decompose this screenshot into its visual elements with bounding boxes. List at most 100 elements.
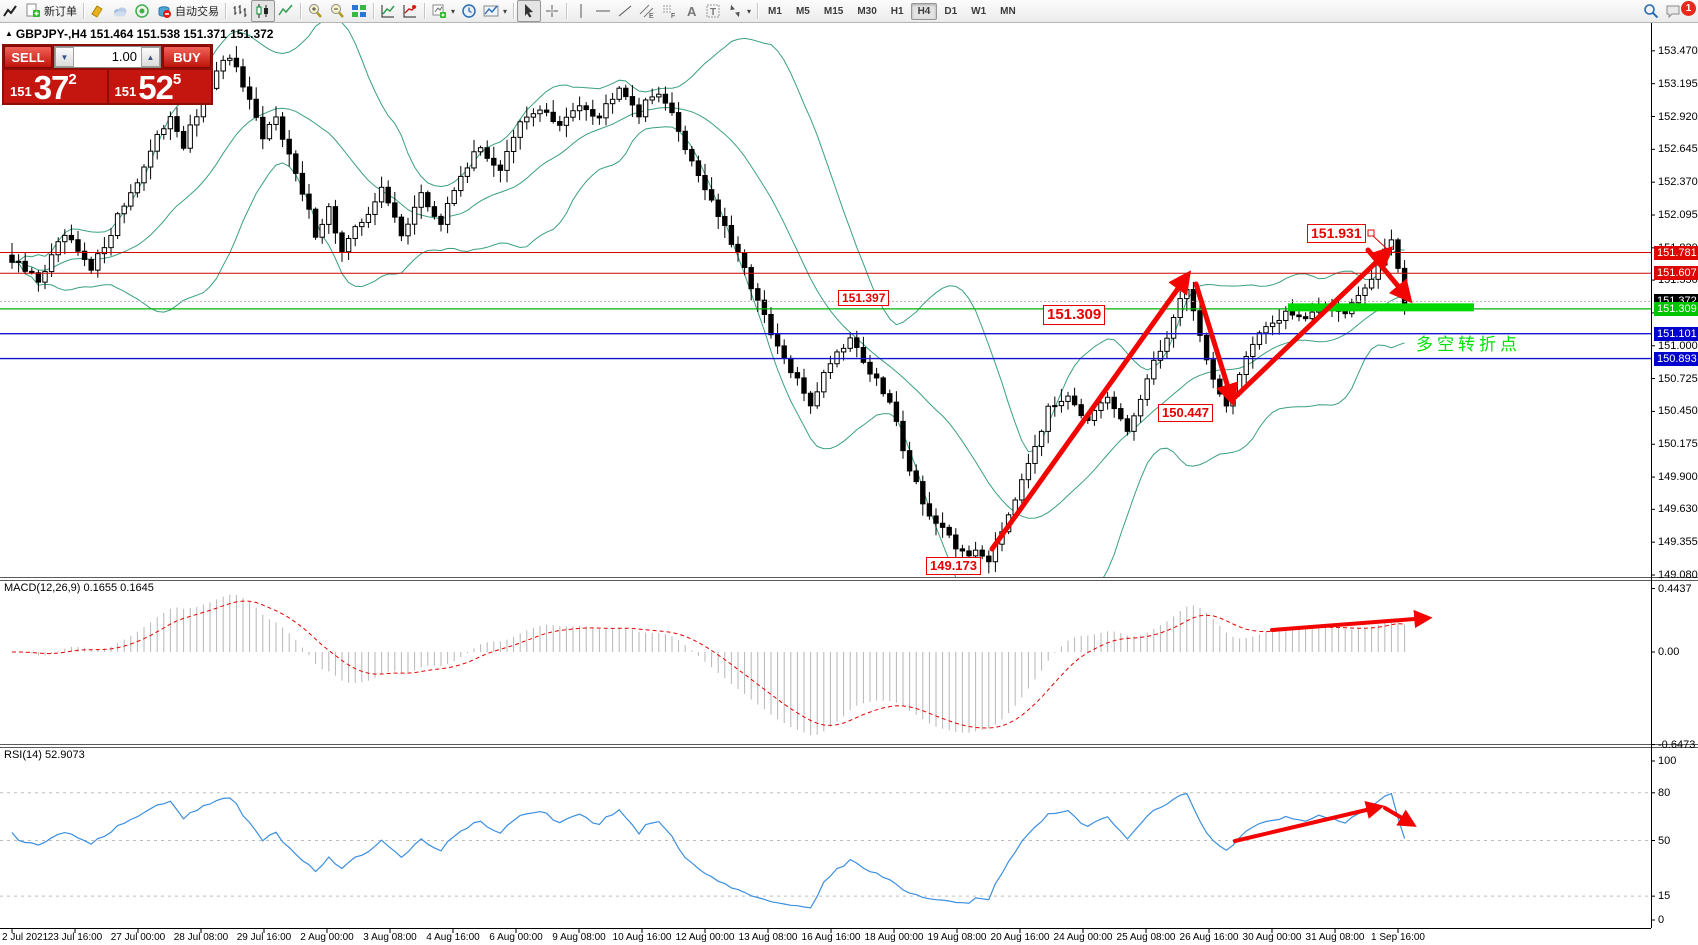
volume-decrease-button[interactable]: ▼ <box>55 47 74 67</box>
price-axis-tick: 149.900 <box>1658 471 1698 484</box>
timeframe-button-m1[interactable]: M1 <box>768 5 782 17</box>
date-label: 30 Aug 00:00 <box>1242 932 1302 943</box>
timeframe-button-w1[interactable]: W1 <box>971 5 987 17</box>
svg-text:F: F <box>671 13 675 19</box>
timeframe-bar: M1 M5 M15 M30 H1 H4 D1 W1 MN <box>761 2 1023 20</box>
timeframe-button-h1[interactable]: H1 <box>890 5 904 17</box>
date-label: 23 Jul 16:00 <box>47 932 103 943</box>
svg-text:E: E <box>649 13 654 19</box>
text-tool-button[interactable]: A <box>680 1 702 21</box>
pivot-point-text[interactable]: 多空转折点 <box>1416 335 1521 354</box>
sell-price-base: 151 <box>10 84 32 99</box>
toolbar-separator <box>424 3 425 19</box>
annotation-swing-high[interactable]: 151.931 <box>1307 224 1366 243</box>
vertical-line-icon <box>580 4 582 18</box>
timeframe-button-mn[interactable]: MN <box>1000 5 1016 17</box>
autotrading-icon <box>158 6 171 18</box>
tile-windows-button[interactable] <box>348 1 370 21</box>
svg-text:A: A <box>687 4 697 19</box>
trendline-tool-button[interactable] <box>614 1 636 21</box>
one-click-toggle-icon[interactable]: ▲ <box>5 29 13 38</box>
candlestick-icon <box>256 4 268 18</box>
price-axis-tick: 150.175 <box>1658 438 1698 451</box>
price-axis-label: 150.893 <box>1654 351 1698 366</box>
price-axis-label: 151.309 <box>1654 301 1698 316</box>
clock-icon <box>462 4 476 18</box>
annotation-level-309[interactable]: 151.309 <box>1043 305 1106 325</box>
arrows-icon <box>730 4 740 18</box>
timeframe-button-h4[interactable]: H4 <box>910 2 938 20</box>
price-axis-tick: 149.080 <box>1658 569 1698 581</box>
market-button[interactable] <box>87 1 109 21</box>
profiles-caret-icon: ▾ <box>503 6 508 16</box>
zoom-in-icon <box>309 4 322 18</box>
rsi-axis-tick: 80 <box>1658 786 1671 799</box>
linechart-mode-button[interactable] <box>275 1 297 21</box>
hline-tool-button[interactable] <box>592 1 614 21</box>
annotation-level-397[interactable]: 151.397 <box>838 290 890 307</box>
notification-badge[interactable]: 1 <box>1681 1 1696 16</box>
date-label: 1 Sep 16:00 <box>1371 932 1425 943</box>
crosshair-tool-button[interactable] <box>541 1 563 21</box>
date-label: 2 Jul 2021 <box>2 932 49 943</box>
price-axis-label: 151.781 <box>1654 245 1698 260</box>
price-axis-tick: 152.645 <box>1658 143 1698 156</box>
sell-price[interactable]: 151 37 2 <box>4 69 107 106</box>
cloud-button[interactable] <box>109 1 131 21</box>
svg-text:T: T <box>710 7 716 18</box>
arrows-tool-button[interactable]: ▾ <box>724 1 754 21</box>
signals-button[interactable] <box>131 1 153 21</box>
timeframe-button-m5[interactable]: M5 <box>795 5 810 17</box>
zoom-out-icon <box>331 4 344 18</box>
new-chart-button[interactable]: ▾ <box>428 1 458 21</box>
volume-increase-button[interactable]: ▲ <box>141 47 160 67</box>
barchart-mode-button[interactable] <box>229 1 251 21</box>
zoom-out-button[interactable] <box>326 1 348 21</box>
indicator-add-icon <box>381 5 395 18</box>
timeframe-button-m30[interactable]: M30 <box>857 5 877 17</box>
annotation-swing-low-173[interactable]: 149.173 <box>926 557 981 575</box>
new-chart-caret-icon: ▾ <box>451 6 456 16</box>
annotation-swing-low-447[interactable]: 150.447 <box>1158 404 1213 422</box>
indicator-list-button[interactable] <box>399 1 421 21</box>
period-clock-button[interactable] <box>458 1 480 21</box>
profiles-button[interactable]: ▾ <box>480 1 510 21</box>
date-label: 18 Aug 00:00 <box>864 932 924 943</box>
new-chart-icon <box>432 4 446 18</box>
sell-button[interactable]: SELL <box>4 46 52 68</box>
timeframe-button-m15[interactable]: M15 <box>823 5 844 17</box>
vline-tool-button[interactable] <box>570 1 592 21</box>
chart-title-text: GBPJPY-,H4 151.464 151.538 151.371 151.3… <box>15 27 274 41</box>
chart-mini-icon <box>3 5 17 17</box>
autotrading-button[interactable]: 自动交易 <box>153 1 222 21</box>
volume-value[interactable]: 1.00 <box>111 49 137 64</box>
text-icon: A <box>687 4 697 19</box>
date-label: 2 Aug 00:00 <box>300 932 354 943</box>
sell-price-big: 37 <box>33 69 70 106</box>
search-icon <box>1644 4 1659 19</box>
chart-profile-icon <box>483 5 499 17</box>
channel-tool-button[interactable]: E <box>636 1 658 21</box>
price-axis-tick: 153.470 <box>1658 44 1698 57</box>
buy-price[interactable]: 151 52 5 <box>108 70 211 104</box>
candlestick-mode-button[interactable] <box>251 0 275 22</box>
notifications-button[interactable] <box>1662 1 1694 21</box>
indicators-button[interactable] <box>377 1 399 21</box>
new-order-button[interactable]: 新订单 <box>22 1 80 21</box>
search-button[interactable] <box>1640 1 1662 21</box>
new-order-icon <box>26 3 40 17</box>
date-label: 25 Aug 08:00 <box>1116 932 1176 943</box>
date-label: 4 Aug 16:00 <box>426 932 480 943</box>
label-tool-button[interactable]: T <box>702 1 724 21</box>
zoom-in-button[interactable] <box>304 1 326 21</box>
price-axis-tick: 149.630 <box>1658 503 1698 516</box>
fibonacci-tool-button[interactable]: F <box>658 1 680 21</box>
timeframe-button-d1[interactable]: D1 <box>944 5 958 17</box>
buy-button[interactable]: BUY <box>163 46 211 68</box>
bar-chart-icon <box>233 5 247 17</box>
chart-title: ▲ GBPJPY-,H4 151.464 151.538 151.371 151.… <box>5 27 273 41</box>
cursor-tool-button[interactable] <box>517 0 542 22</box>
book-icon <box>91 5 103 18</box>
date-label: 19 Aug 08:00 <box>927 932 987 943</box>
